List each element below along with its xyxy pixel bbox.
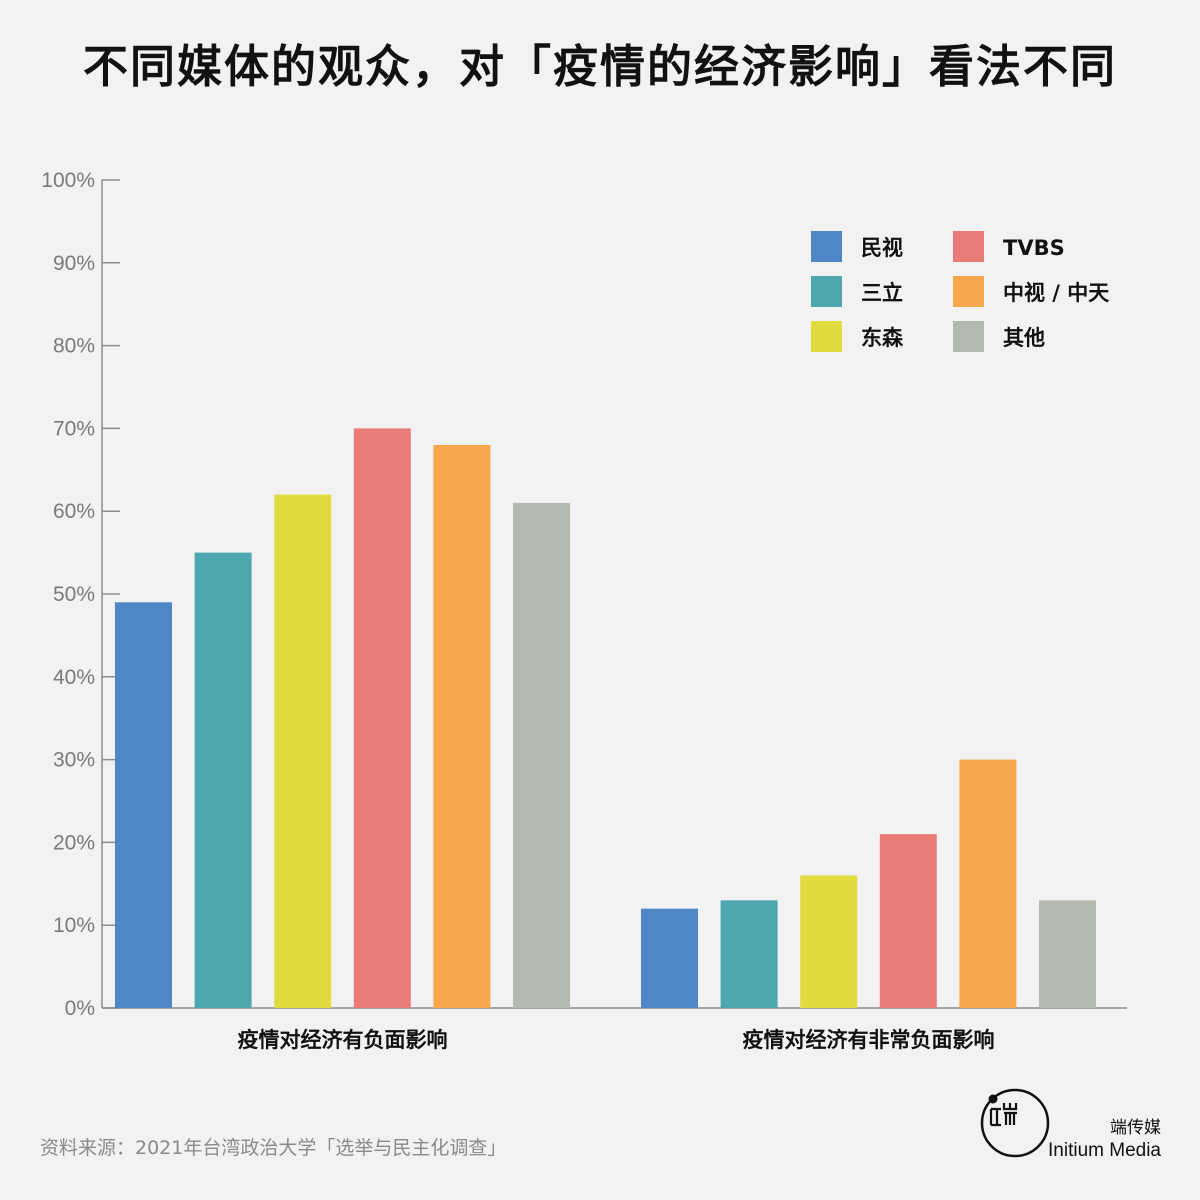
y-tick-label: 30% bbox=[53, 749, 95, 772]
legend-label: 三立 bbox=[861, 281, 903, 305]
page-title: 不同媒体的观众，对「疫情的经济影响」看法不同 bbox=[82, 40, 1117, 93]
bar-1-1 bbox=[720, 900, 778, 1008]
logo-name-en: Initium Media bbox=[1048, 1140, 1161, 1161]
bar-chart: 0% 10% 20% 30% 40% 50% 60% 70% 80% 90% 100% 疫情对经济有负… bbox=[41, 169, 1127, 1052]
y-tick-label: 70% bbox=[53, 417, 95, 440]
legend-label: 中视 / 中天 bbox=[1003, 281, 1110, 305]
bar-1-4 bbox=[959, 759, 1017, 1008]
bar-0-2 bbox=[274, 494, 332, 1008]
chart-axes: 0% 10% 20% 30% 40% 50% 60% 70% 80% 90% 100% 疫情对经济有负… bbox=[41, 169, 1127, 1052]
bar-0-4 bbox=[433, 444, 491, 1009]
bar-0-3 bbox=[353, 428, 411, 1008]
legend-label: 东森 bbox=[861, 326, 904, 350]
bar-0-5 bbox=[513, 502, 570, 1008]
legend-swatch bbox=[953, 231, 984, 262]
bar-1-2 bbox=[800, 875, 858, 1008]
legend-swatch bbox=[953, 321, 984, 352]
legend-label: 民视 bbox=[861, 236, 903, 260]
bar-0-0 bbox=[115, 602, 172, 1008]
y-tick-label: 80% bbox=[53, 335, 95, 358]
bar-0-1 bbox=[194, 552, 252, 1008]
legend-swatch bbox=[811, 276, 842, 307]
logo-name-cn: 端传媒 bbox=[1110, 1118, 1161, 1138]
y-tick-label: 10% bbox=[53, 914, 95, 937]
y-tick-label: 50% bbox=[53, 583, 95, 606]
bar-1-3 bbox=[879, 834, 937, 1008]
y-tick-label: 100% bbox=[41, 169, 95, 192]
y-tick-label: 20% bbox=[53, 831, 95, 854]
source-note: 资料来源：2021年台湾政治大学「选举与民主化调查」 bbox=[40, 1137, 507, 1159]
y-tick-label: 60% bbox=[53, 500, 95, 523]
bar-1-5 bbox=[1039, 900, 1096, 1008]
legend-swatch bbox=[953, 276, 984, 307]
legend-label: TVBS bbox=[1003, 236, 1065, 260]
x-category-label: 疫情对经济有非常负面影响 bbox=[743, 1028, 995, 1052]
y-tick-label: 40% bbox=[53, 666, 95, 689]
y-tick-label: 90% bbox=[53, 252, 95, 275]
legend-swatch bbox=[811, 321, 842, 352]
initium-logo-icon bbox=[980, 1088, 1050, 1158]
bar-1-0 bbox=[641, 908, 698, 1008]
x-category-label: 疫情对经济有负面影响 bbox=[238, 1028, 448, 1052]
chart-bars bbox=[115, 428, 1096, 1009]
legend-swatch bbox=[811, 231, 842, 262]
y-tick-label: 0% bbox=[65, 997, 95, 1020]
legend-label: 其他 bbox=[1003, 326, 1045, 350]
initium-media-logo: 端传媒 Initium Media bbox=[975, 1085, 1175, 1175]
